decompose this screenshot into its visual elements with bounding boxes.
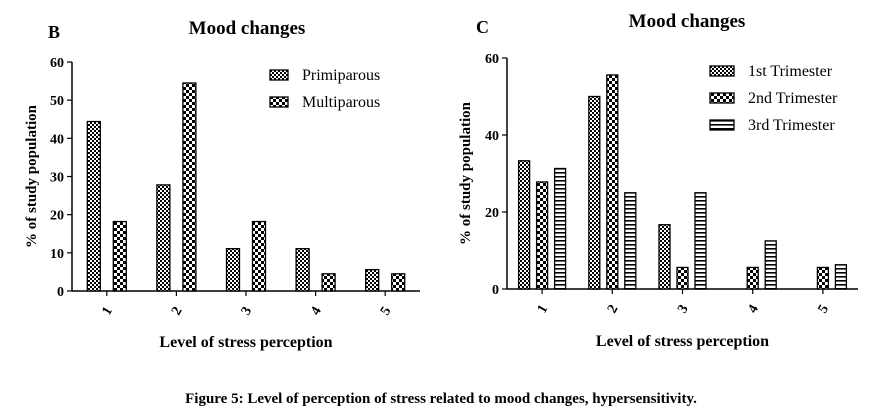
bar-primiparous	[295, 247, 310, 292]
y-tick-label: 0	[57, 285, 64, 300]
legend-label: Multiparous	[302, 94, 380, 111]
y-tick-label: 30	[50, 171, 64, 186]
legend-swatch	[709, 119, 735, 131]
y-tick-label: 40	[50, 132, 64, 147]
chart-title: Mood changes	[189, 18, 306, 39]
legend-swatch	[709, 65, 735, 77]
y-tick-label: 10	[50, 247, 64, 262]
x-axis-label: Level of stress perception	[596, 333, 769, 350]
bar-primiparous	[365, 268, 380, 292]
bar-2nd-trimester	[816, 266, 830, 290]
x-tick-label: 2	[169, 304, 185, 318]
x-tick-label: 1	[535, 302, 551, 316]
y-tick-label: 20	[485, 206, 499, 221]
bar-multiparous	[251, 220, 267, 292]
bar-1st-trimester	[658, 224, 671, 290]
legend-label: 3rd Trimester	[748, 117, 835, 134]
x-tick-label: 3	[239, 304, 255, 318]
bar-3rd-trimester	[553, 167, 567, 290]
panel-label: B	[48, 22, 60, 42]
y-axis-label: % of study population	[24, 104, 40, 248]
legend-label: 2nd Trimester	[748, 90, 838, 107]
bar-2nd-trimester	[535, 181, 549, 290]
bar-primiparous	[86, 120, 101, 292]
chart-panel-c: C Mood changes 0 20 40 60 1 2 3 4 5 Level of stress…	[458, 11, 858, 350]
chart-panel-b: B Mood changes 0 10 20 30 40 50 60 1 2 3 4 5 Level of …	[24, 18, 420, 351]
bar-primiparous	[156, 184, 171, 292]
panel-label: C	[476, 17, 489, 37]
x-tick-label: 4	[308, 304, 324, 318]
y-axis-label: % of study population	[458, 101, 474, 245]
y-tick-label: 50	[50, 94, 64, 109]
legend-swatch	[269, 96, 289, 108]
bar-3rd-trimester	[694, 192, 707, 290]
chart-title: Mood changes	[629, 11, 746, 32]
y-tick-label: 60	[485, 52, 499, 67]
figure-caption: Figure 5: Level of perception of stress …	[185, 391, 697, 407]
x-tick-label: 3	[675, 302, 691, 316]
bar-2nd-trimester	[606, 74, 619, 290]
y-tick-label: 60	[50, 56, 64, 71]
bar-multiparous	[112, 220, 127, 292]
x-tick-label: 1	[100, 304, 116, 318]
legend-label: Primiparous	[302, 67, 380, 84]
legend-label: 1st Trimester	[748, 63, 833, 80]
x-tick-label: 5	[816, 302, 832, 316]
y-tick-label: 0	[492, 283, 499, 298]
bar-3rd-trimester	[624, 192, 637, 290]
legend-swatch	[709, 92, 735, 104]
y-tick-label: 40	[485, 129, 499, 144]
bar-2nd-trimester	[746, 266, 759, 290]
bar-multiparous	[182, 82, 197, 292]
y-tick-label: 20	[50, 209, 64, 224]
bar-3rd-trimester	[764, 240, 777, 290]
x-tick-label: 4	[745, 302, 761, 316]
bar-3rd-trimester	[834, 264, 848, 290]
bar-multiparous	[321, 273, 336, 292]
bar-primiparous	[225, 247, 241, 292]
bar-1st-trimester	[517, 160, 531, 290]
legend-swatch	[269, 69, 289, 81]
x-axis-label: Level of stress perception	[159, 334, 332, 351]
x-tick-label: 2	[605, 302, 621, 316]
bar-1st-trimester	[588, 95, 601, 290]
bar-multiparous	[391, 273, 406, 292]
bar-2nd-trimester	[676, 266, 689, 290]
x-tick-label: 5	[378, 304, 394, 318]
